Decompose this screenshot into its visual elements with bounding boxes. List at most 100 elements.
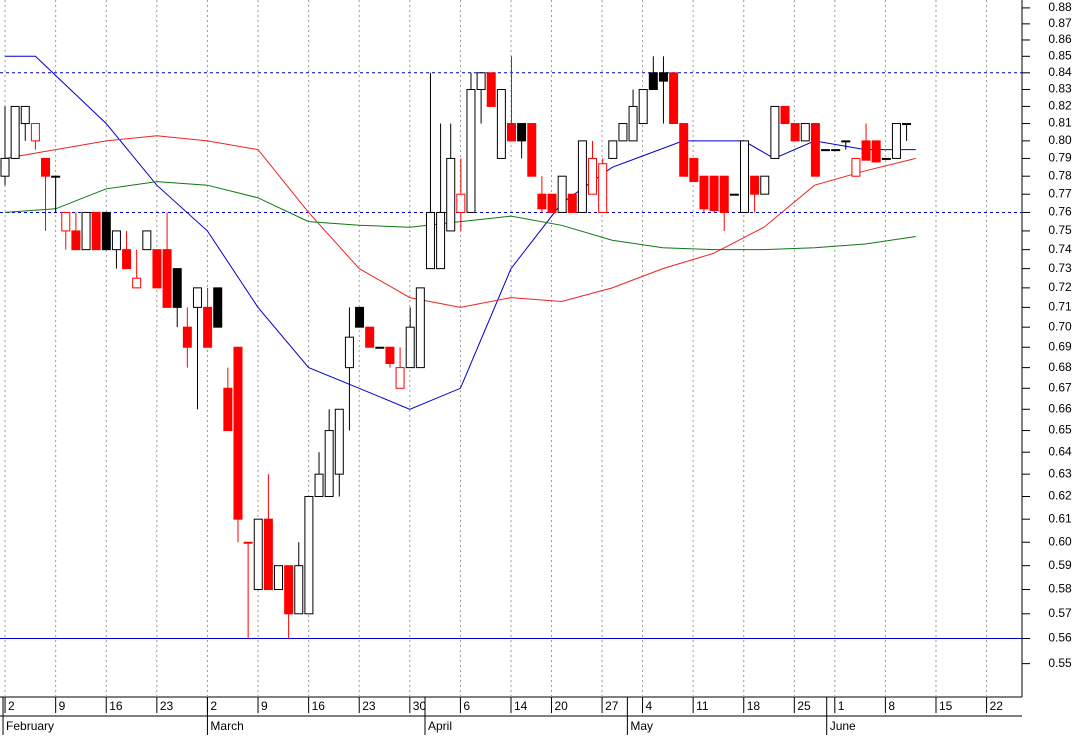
x-tick-label: 22 [990,699,1004,713]
candle-body [304,495,314,615]
candle-body [284,565,294,615]
month-label: April [428,719,452,733]
candle-body [780,105,790,125]
y-tick-label: 0.79 [1048,151,1072,165]
x-tick-label: 11 [696,699,709,713]
candle-body [122,249,132,270]
candle-body [436,211,446,270]
x-tick-label: 16 [312,699,326,713]
y-tick-label: 0.56 [1048,631,1072,645]
candle-body [385,346,395,365]
y-tick-label: 0.78 [1048,168,1072,182]
y-tick-label: 0.67 [1048,380,1072,394]
y-tick-label: 0.65 [1048,423,1072,437]
candle-body [689,157,699,183]
candle-body [162,249,172,308]
candle-body [476,72,486,91]
y-tick-label: 0.66 [1048,401,1072,415]
candle-body [274,565,284,591]
candle-body [881,157,891,160]
candle-body [0,157,10,177]
y-tick-label: 0.83 [1048,82,1072,96]
x-tick-label: 9 [261,699,268,713]
candle-body [111,230,121,251]
candle-body [192,287,202,308]
candle-body [51,175,61,178]
candle-body [527,123,537,177]
candle-body [365,326,375,348]
candle-body [20,105,30,125]
candle-body [588,157,598,195]
candle-body [729,193,739,196]
y-tick-label: 0.59 [1048,558,1072,572]
candle-body [405,326,415,369]
y-tick-label: 0.73 [1048,261,1072,275]
candle-body [71,230,81,251]
candle-body [132,277,142,289]
y-tick-label: 0.87 [1048,16,1072,30]
month-label: March [210,719,243,733]
candle-body [517,123,527,142]
candle-body [334,408,344,475]
candle-body [466,89,476,213]
candle-body [456,193,466,213]
candle-body [821,149,831,152]
candle-body [355,306,365,328]
candle-body [10,105,20,159]
candle-body [699,175,709,210]
average-line [5,135,916,308]
candle-body [800,123,810,142]
candle-body [61,211,71,232]
x-tick-label: 2 [210,699,217,713]
x-tick-label: 14 [514,699,528,713]
candle-body [658,72,668,82]
y-tick-label: 0.71 [1048,300,1072,314]
candle-body [223,387,233,432]
y-tick-label: 0.82 [1048,99,1072,113]
x-tick-label: 30 [413,699,427,713]
candle-body [415,287,425,369]
candle-body [851,157,861,177]
x-tick-label: 15 [939,699,953,713]
y-tick-label: 0.80 [1048,133,1072,147]
candle-body [841,140,851,143]
candle-body [213,287,223,328]
x-tick-label: 1 [838,699,845,713]
candle-body [891,123,901,159]
y-tick-label: 0.70 [1048,319,1072,333]
candle-body [902,123,912,126]
candle-body [638,89,648,125]
x-tick-label: 6 [463,699,470,713]
y-tick-label: 0.85 [1048,48,1072,62]
candle-body [770,105,780,159]
candle-body [152,249,162,289]
month-label: February [6,719,54,733]
candle-body [739,140,749,213]
month-label: June [830,719,856,733]
x-tick-label: 25 [797,699,811,713]
candle-body [425,211,435,270]
candle-body [243,541,253,544]
candle-body [344,336,354,369]
y-tick-label: 0.86 [1048,32,1072,46]
y-tick-label: 0.88 [1048,0,1072,14]
candle-body [142,230,152,251]
y-tick-label: 0.58 [1048,582,1072,596]
candle-body [719,175,729,213]
candle-body [709,175,719,212]
candle-body [790,123,800,142]
candle-body [91,211,101,251]
candle-body [496,89,506,159]
x-tick-label: 23 [160,699,174,713]
y-tick-label: 0.84 [1048,65,1072,79]
y-tick-label: 0.76 [1048,205,1072,219]
x-tick-label: 8 [888,699,895,713]
candle-body [547,193,557,213]
y-tick-label: 0.64 [1048,444,1072,458]
month-label: May [630,719,653,733]
candle-body [567,193,577,213]
candle-body [486,72,496,107]
y-tick-label: 0.63 [1048,466,1072,480]
y-tick-label: 0.69 [1048,339,1072,353]
